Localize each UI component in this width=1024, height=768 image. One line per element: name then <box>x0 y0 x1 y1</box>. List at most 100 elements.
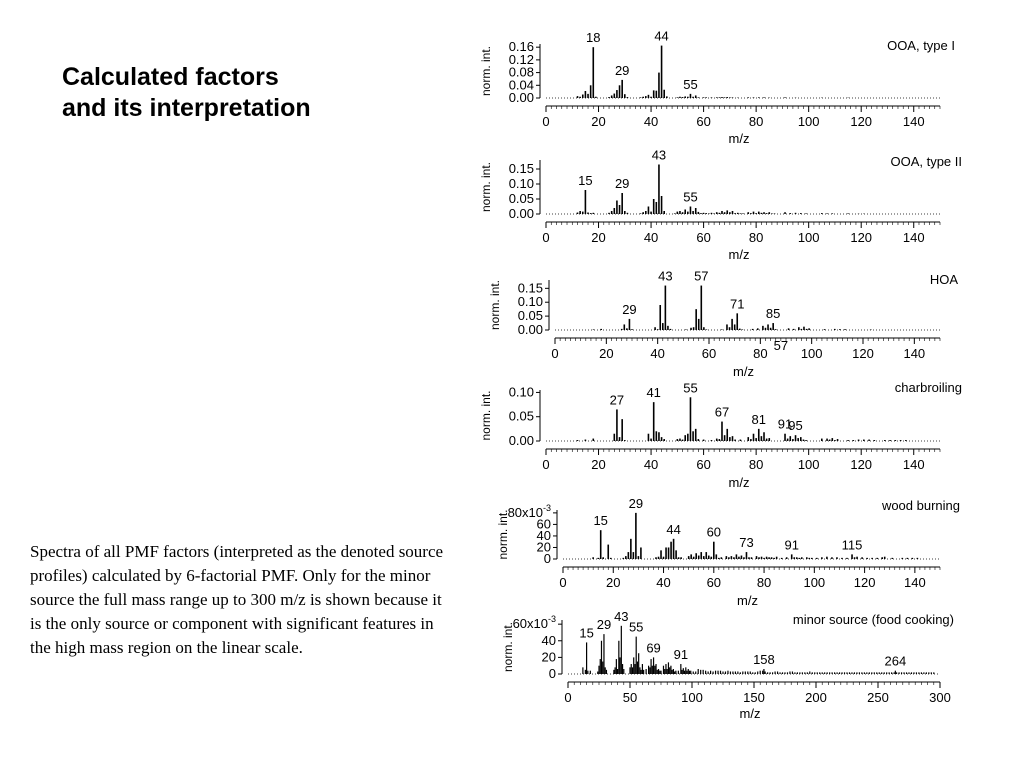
y-tick-label: 40 <box>537 528 551 543</box>
peak-label: 55 <box>683 77 697 92</box>
y-tick-label: 0.05 <box>509 409 534 424</box>
y-tick-label: 0.05 <box>509 191 534 206</box>
x-tick-label: 100 <box>681 690 703 705</box>
y-axis-label: norm. int. <box>479 46 493 96</box>
y-tick-label: 0.16 <box>509 39 534 54</box>
peak-label: 44 <box>654 29 668 44</box>
x-tick-label: 120 <box>854 575 876 590</box>
peak-label: 15 <box>579 625 593 640</box>
y-tick-label: 0.00 <box>518 322 543 337</box>
peak-label: 43 <box>658 269 672 284</box>
x-tick-label: 140 <box>903 346 925 361</box>
peak-label: 29 <box>615 63 629 78</box>
x-tick-label: 0 <box>542 230 549 245</box>
x-tick-label: 80 <box>749 230 763 245</box>
peak-label: 264 <box>885 654 907 669</box>
y-tick-label: 0.00 <box>509 433 534 448</box>
y-axis-label: norm. int. <box>496 509 510 559</box>
peak-label: 43 <box>652 148 666 163</box>
x-tick-label: 0 <box>551 346 558 361</box>
y-axis-label: norm. int. <box>479 162 493 212</box>
y-tick-label: 20 <box>542 649 556 664</box>
x-tick-label: 0 <box>559 575 566 590</box>
peak-label: 69 <box>646 640 660 655</box>
y-tick-label: 0.05 <box>518 308 543 323</box>
y-tick-label: 40 <box>542 633 556 648</box>
peak-label: 95 <box>788 418 802 433</box>
peak-label: 81 <box>752 412 766 427</box>
axis-peak-label: 57 <box>774 338 788 353</box>
x-tick-label: 120 <box>850 457 872 472</box>
x-tick-label: 100 <box>798 230 820 245</box>
peak-label: 85 <box>766 306 780 321</box>
y-tick-label: 0.10 <box>518 294 543 309</box>
x-tick-label: 0 <box>542 114 549 129</box>
y-tick-label: 0.10 <box>509 384 534 399</box>
y-tick-label: 0.00 <box>509 90 534 105</box>
y-tick-label: 0.12 <box>509 52 534 67</box>
peak-label: 41 <box>646 385 660 400</box>
x-tick-label: 120 <box>852 346 874 361</box>
x-tick-label: 20 <box>606 575 620 590</box>
y-tick-label: 0.15 <box>518 280 543 295</box>
figure-caption: Spectra of all PMF factors (interpreted … <box>30 542 444 657</box>
x-tick-label: 60 <box>696 114 710 129</box>
peak-label: 55 <box>683 380 697 395</box>
y-tick-label: 0.08 <box>509 65 534 80</box>
x-tick-label: 0 <box>564 690 571 705</box>
x-axis-label: m/z <box>737 593 758 608</box>
x-tick-label: 60 <box>707 575 721 590</box>
x-tick-label: 40 <box>644 457 658 472</box>
panel-title: OOA, type II <box>890 154 962 169</box>
peak-label: 57 <box>694 269 708 284</box>
y-tick-label: 0 <box>549 666 556 681</box>
x-tick-label: 60 <box>696 230 710 245</box>
panel-title: HOA <box>930 272 959 287</box>
x-axis-label: m/z <box>729 475 750 490</box>
x-tick-label: 120 <box>850 230 872 245</box>
x-tick-label: 250 <box>867 690 889 705</box>
peak-label: 27 <box>610 392 624 407</box>
x-tick-label: 80 <box>753 346 767 361</box>
peak-label: 15 <box>593 513 607 528</box>
y-axis-label: norm. int. <box>501 622 515 672</box>
peak-label: 67 <box>715 405 729 420</box>
x-tick-label: 20 <box>591 114 605 129</box>
y-tick-label: 60x10-3 <box>513 614 556 631</box>
peak-label: 43 <box>614 609 628 624</box>
peak-label: 91 <box>778 417 792 432</box>
y-tick-label: 20 <box>537 539 551 554</box>
y-tick-label: 0.04 <box>509 77 534 92</box>
peak-label: 29 <box>622 302 636 317</box>
peak-label: 73 <box>739 535 753 550</box>
peak-label: 29 <box>615 176 629 191</box>
y-tick-label: 60 <box>537 516 551 531</box>
panel-title: wood burning <box>881 498 960 513</box>
x-axis-label: m/z <box>729 131 750 146</box>
peak-label: 18 <box>586 30 600 45</box>
peak-label: 29 <box>629 496 643 511</box>
x-tick-label: 20 <box>591 230 605 245</box>
x-tick-label: 140 <box>903 230 925 245</box>
x-tick-label: 20 <box>599 346 613 361</box>
x-tick-label: 0 <box>542 457 549 472</box>
x-tick-label: 140 <box>904 575 926 590</box>
x-tick-label: 150 <box>743 690 765 705</box>
peak-label: 55 <box>683 190 697 205</box>
x-tick-label: 40 <box>656 575 670 590</box>
x-tick-label: 300 <box>929 690 951 705</box>
x-axis-label: m/z <box>733 364 754 379</box>
x-tick-label: 80 <box>757 575 771 590</box>
x-tick-label: 40 <box>644 230 658 245</box>
y-axis-label: norm. int. <box>479 390 493 440</box>
x-axis-label: m/z <box>740 706 761 721</box>
x-tick-label: 140 <box>903 457 925 472</box>
x-axis-label: m/z <box>729 247 750 262</box>
x-tick-label: 100 <box>798 114 820 129</box>
peak-label: 71 <box>730 296 744 311</box>
slide-title: Calculated factors and its interpretatio… <box>62 62 382 124</box>
slide-title-line-2: and its interpretation <box>62 94 311 122</box>
x-tick-label: 120 <box>850 114 872 129</box>
y-tick-label: 0.15 <box>509 161 534 176</box>
